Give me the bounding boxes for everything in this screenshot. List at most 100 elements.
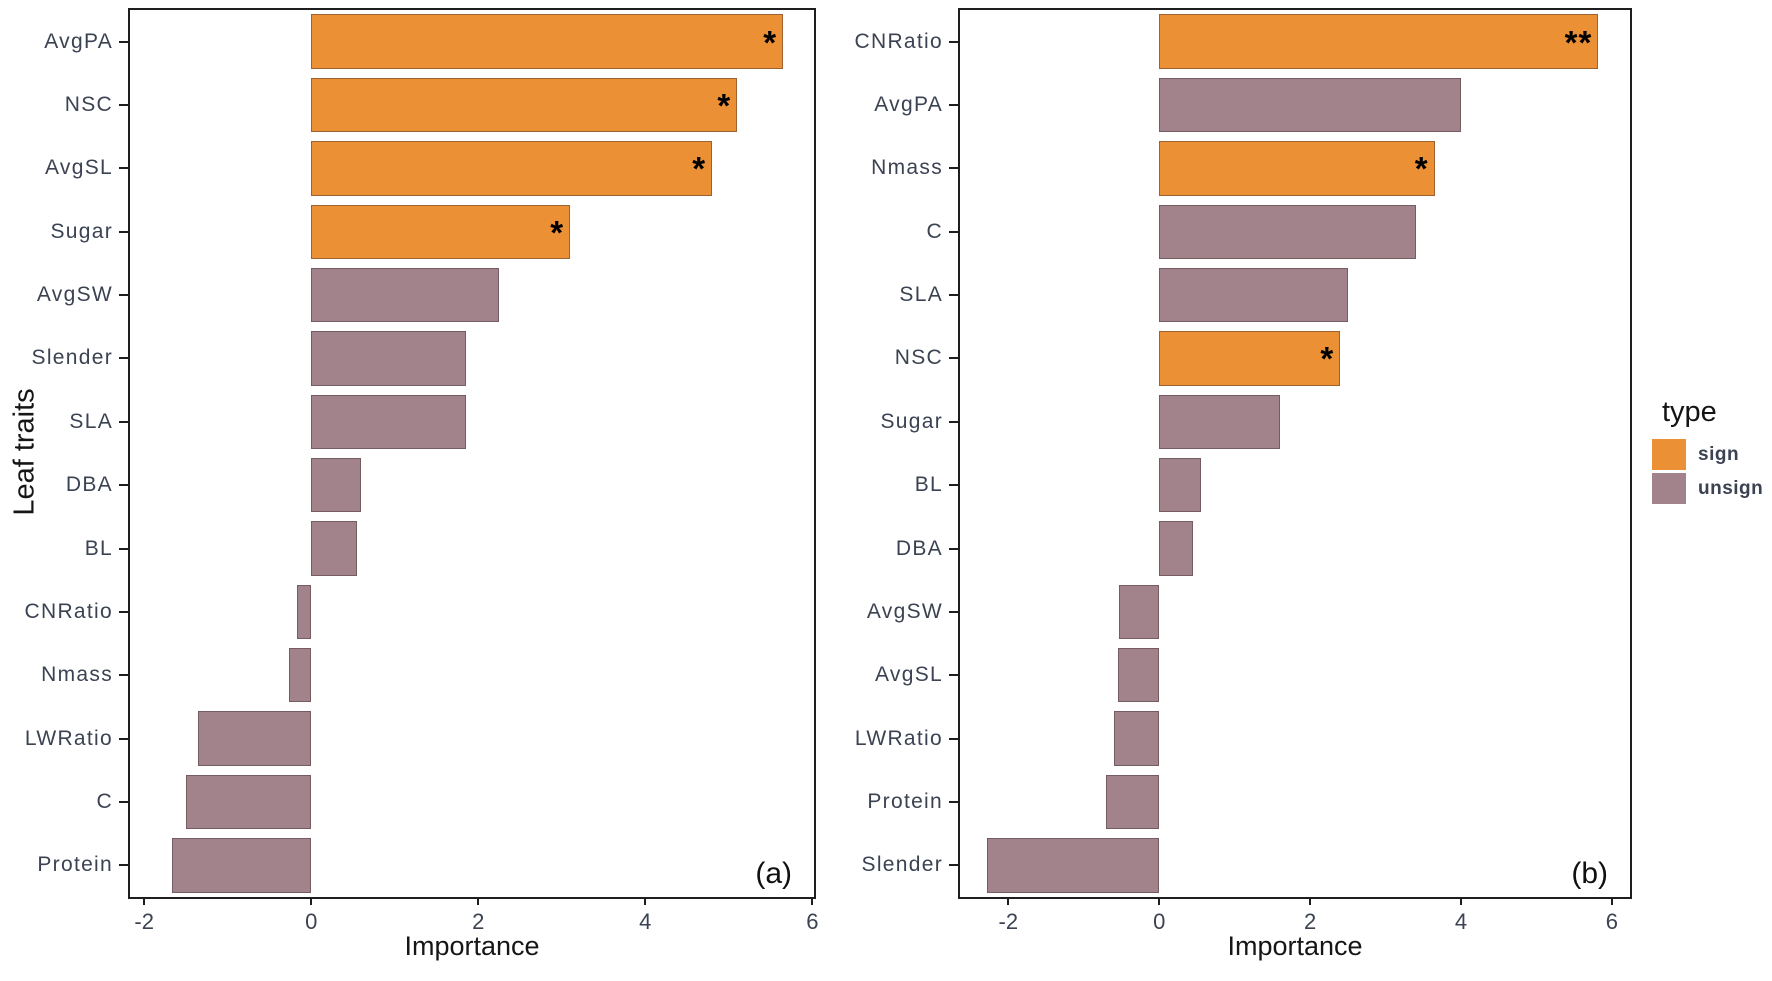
bar-cnratio [1159, 14, 1599, 69]
bar-avgpa [311, 14, 784, 69]
category-label-avgpa: AvgPA [874, 93, 943, 117]
bar-protein [1106, 774, 1160, 830]
x-axis-label-b: Importance [1227, 931, 1363, 961]
y-tick [119, 547, 128, 550]
category-label-avgsw: AvgSW [866, 599, 943, 623]
bar-nsc [311, 77, 738, 133]
x-tick [644, 897, 647, 905]
x-tick [310, 897, 313, 905]
y-tick [949, 737, 958, 740]
x-tick-label: 0 [1153, 909, 1166, 934]
category-label-protein: Protein [37, 853, 113, 877]
x-tick-label: -2 [134, 909, 154, 934]
category-label-protein: Protein [867, 789, 943, 813]
category-label-avgpa: AvgPA [44, 29, 113, 53]
bar-c [185, 774, 312, 830]
bar-lwratio [1113, 711, 1160, 766]
bar-avgsw [1119, 584, 1160, 640]
y-tick [949, 864, 958, 867]
bar-nsc [1159, 331, 1341, 386]
legend-swatch-unsign [1652, 473, 1686, 504]
category-label-avgsl: AvgSL [45, 156, 113, 180]
y-tick [949, 610, 958, 613]
x-tick-label: 6 [806, 909, 819, 934]
x-tick-label: 4 [1454, 909, 1468, 934]
legend-label-unsign: unsign [1698, 477, 1764, 499]
bar-bl [311, 521, 358, 576]
bar-avgpa [1159, 77, 1461, 133]
y-tick [119, 230, 128, 233]
x-tick-label: -2 [998, 909, 1019, 934]
bar-protein [171, 838, 312, 893]
y-tick [119, 864, 128, 867]
y-tick [949, 40, 958, 43]
category-label-cnratio: CNRatio [24, 599, 113, 623]
y-tick [119, 294, 128, 297]
category-label-cnratio: CNRatio [854, 29, 943, 53]
category-label-avgsw: AvgSW [36, 283, 113, 307]
y-tick [949, 230, 958, 233]
legend-title: type [1662, 396, 1717, 428]
y-tick [949, 800, 958, 803]
y-tick [119, 420, 128, 423]
panel-a: Importance (a) AvgPA*NSC*AvgSL*Sugar*Avg… [25, 8, 818, 961]
y-tick [949, 357, 958, 360]
y-tick [949, 547, 958, 550]
bar-lwratio [198, 711, 312, 766]
y-tick [119, 737, 128, 740]
panel-letter-b: (b) [1571, 857, 1608, 890]
category-label-c: C [926, 219, 943, 243]
bar-slender [987, 838, 1160, 893]
legend-swatch-sign [1652, 439, 1686, 470]
x-tick [1158, 897, 1161, 905]
bar-avgsw [311, 267, 500, 323]
category-label-dba: DBA [895, 536, 943, 560]
category-label-nmass: Nmass [41, 663, 113, 687]
y-tick [949, 104, 958, 107]
x-tick [1610, 897, 1613, 905]
bar-sla [1159, 267, 1348, 323]
bar-avgsl [1117, 648, 1160, 703]
bar-sugar [311, 204, 571, 259]
panel-letter-a: (a) [755, 857, 792, 890]
bar-dba [1159, 521, 1194, 576]
bar-nmass [288, 648, 312, 703]
bar-nmass [1159, 141, 1435, 196]
category-label-bl: BL [84, 536, 113, 560]
category-label-slender: Slender [861, 853, 943, 877]
x-tick-label: 2 [472, 909, 485, 934]
y-tick [119, 40, 128, 43]
x-tick-label: 0 [305, 909, 318, 934]
x-tick [1309, 897, 1312, 905]
y-tick [119, 610, 128, 613]
y-tick [119, 484, 128, 487]
y-tick [119, 674, 128, 677]
category-label-sugar: Sugar [880, 409, 943, 433]
bar-sla [311, 394, 466, 450]
category-label-nsc: NSC [64, 93, 113, 117]
bar-cnratio [297, 584, 312, 640]
x-tick [477, 897, 480, 905]
y-tick [119, 167, 128, 170]
category-label-lwratio: LWRatio [854, 726, 943, 750]
category-label-slender: Slender [31, 346, 113, 370]
legend-item-sign: sign [1652, 439, 1763, 470]
x-tick [1007, 897, 1010, 905]
category-label-avgsl: AvgSL [875, 663, 943, 687]
x-tick-label: 2 [1303, 909, 1317, 934]
bar-bl [1159, 457, 1201, 513]
x-tick [811, 897, 814, 905]
legend-label-sign: sign [1698, 443, 1740, 465]
y-tick [949, 484, 958, 487]
legend: type sign unsign [1652, 396, 1763, 507]
category-label-sla: SLA [69, 409, 113, 433]
category-label-dba: DBA [65, 473, 113, 497]
legend-item-unsign: unsign [1652, 473, 1763, 504]
y-tick [949, 674, 958, 677]
x-axis-label-a: Importance [404, 931, 540, 961]
x-tick-label: 6 [1605, 909, 1619, 934]
category-label-sugar: Sugar [50, 219, 113, 243]
category-label-nsc: NSC [894, 346, 943, 370]
category-label-nmass: Nmass [871, 156, 943, 180]
